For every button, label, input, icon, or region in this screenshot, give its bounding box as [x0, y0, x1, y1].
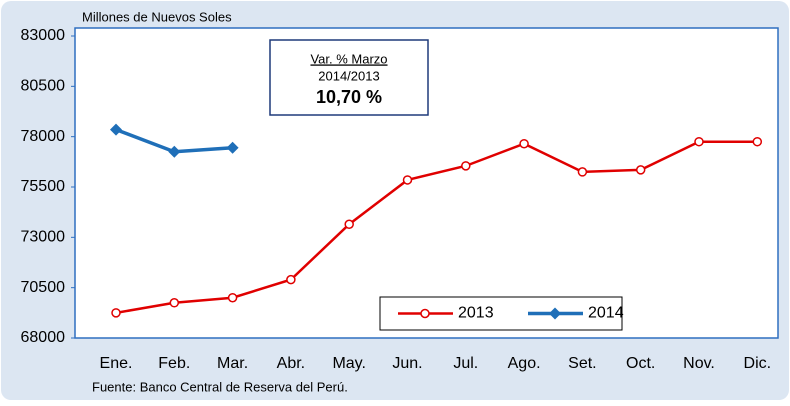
y-tick-label: 70500 [21, 279, 66, 296]
marker [635, 165, 646, 175]
annotation-subtitle: 2014/2013 [318, 68, 379, 83]
x-tick-label: Set. [568, 355, 596, 372]
y-tick-label: 83000 [21, 27, 66, 44]
y-axis-label: Millones de Nuevos Soles [82, 9, 232, 24]
x-tick-label: Nov. [683, 355, 715, 372]
legend-marker [420, 308, 430, 319]
series-line [115, 140, 758, 315]
x-tick-label: Ene. [100, 355, 133, 372]
x-tick-label: Abr. [277, 355, 305, 372]
x-tick-label: Dic. [744, 355, 772, 372]
marker [227, 292, 238, 303]
x-tick-label: Mar. [217, 355, 248, 372]
marker [694, 136, 704, 147]
marker [344, 219, 354, 229]
x-tick-label: May. [332, 355, 365, 372]
y-tick-label: 75500 [21, 178, 66, 195]
marker [461, 161, 471, 171]
marker [402, 175, 413, 185]
marker [169, 298, 180, 308]
marker [111, 308, 121, 318]
x-tick-label: Jun. [392, 355, 422, 372]
marker [577, 167, 588, 177]
marker [110, 123, 122, 136]
x-tick-label: Jul. [453, 355, 478, 372]
y-tick-label: 68000 [21, 329, 66, 346]
marker [226, 141, 239, 154]
annotation-title: Var. % Marzo [310, 51, 387, 66]
annotation-box [269, 39, 429, 116]
x-tick-label: Feb. [158, 355, 190, 372]
x-tick-label: Ago. [508, 355, 541, 372]
plot-area [74, 27, 779, 339]
legend-marker [549, 307, 561, 320]
y-tick-label: 80500 [21, 78, 66, 95]
annotation-value: 10,70 % [316, 87, 382, 107]
marker [168, 145, 181, 158]
marker [752, 136, 763, 147]
y-tick-label: 73000 [21, 229, 66, 246]
marker [286, 274, 296, 285]
source: Fuente: Banco Central de Reserva del Per… [92, 379, 348, 394]
legend-label: 2013 [458, 305, 494, 322]
y-tick-label: 78000 [21, 128, 66, 145]
legend-label: 2014 [588, 305, 624, 322]
x-tick-label: Oct. [626, 355, 655, 372]
marker [519, 138, 529, 149]
